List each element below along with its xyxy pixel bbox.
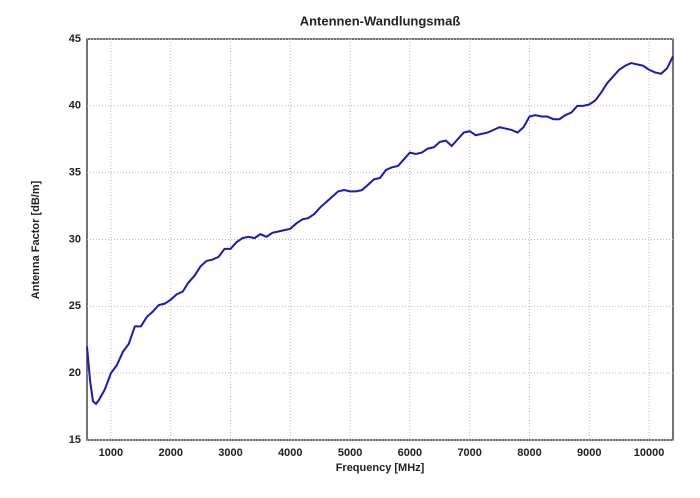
x-tick-label: 2000 (158, 447, 182, 459)
x-tick-label: 9000 (577, 447, 601, 459)
x-tick-label: 10000 (634, 447, 665, 459)
x-tick-label: 8000 (517, 447, 541, 459)
y-tick-label: 30 (69, 233, 81, 245)
data-line (86, 55, 674, 406)
chart-title: Antennen-Wandlungsmaß (300, 13, 461, 28)
y-tick-label: 35 (69, 167, 81, 179)
x-tick-label: 1000 (99, 447, 123, 459)
y-tick-label: 40 (69, 100, 81, 112)
y-tick-label: 25 (69, 300, 81, 312)
x-tick-label: 6000 (398, 447, 422, 459)
y-tick-label: 20 (69, 367, 81, 379)
y-tick-label: 15 (69, 434, 81, 446)
x-tick-label: 3000 (218, 447, 242, 459)
y-tick-label: 45 (69, 33, 81, 45)
y-axis-label: Antenna Factor [dB/m] (30, 180, 42, 299)
x-tick-label: 7000 (457, 447, 481, 459)
x-tick-label: 5000 (338, 447, 362, 459)
x-tick-label: 4000 (278, 447, 302, 459)
x-axis-label: Frequency [MHz] (336, 462, 425, 474)
